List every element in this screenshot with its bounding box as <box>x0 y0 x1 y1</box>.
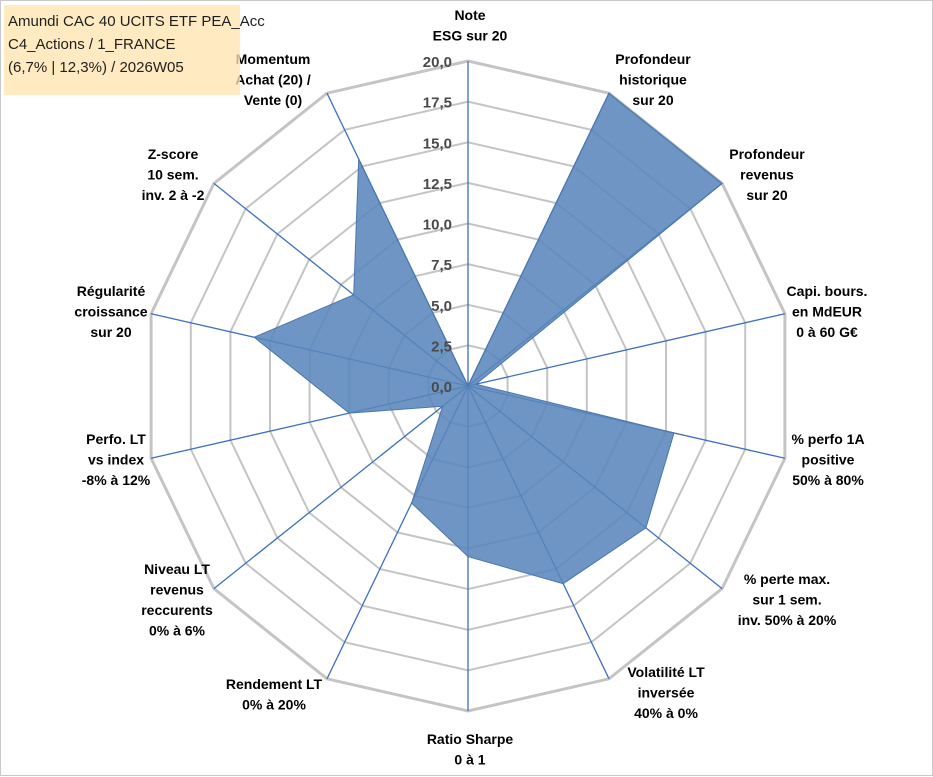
axis-label-5-line-2: inv. 50% à 20% <box>738 612 837 628</box>
axis-label-4-line-0: % perfo 1A <box>791 431 864 447</box>
axis-label-4: % perfo 1A positive 50% à 80% <box>791 431 864 488</box>
tick-label-8: 20,0 <box>423 54 452 71</box>
axis-label-3-line-2: 0 à 60 G€ <box>796 324 858 340</box>
tick-label-7: 17,5 <box>423 95 452 112</box>
axis-label-0: Note ESG sur 20 <box>433 7 508 44</box>
axis-label-6-line-2: 40% à 0% <box>634 705 698 721</box>
axis-label-5-line-1: sur 1 sem. <box>752 592 821 608</box>
axis-label-11-line-1: croissance <box>74 304 147 320</box>
axis-label-6-line-1: inversée <box>638 685 695 701</box>
axis-label-11-line-0: Régularité <box>77 283 146 299</box>
radar-series <box>254 93 722 584</box>
axis-label-9-line-3: 0% à 6% <box>149 623 206 639</box>
axis-label-10-line-0: Perfo. LT <box>86 431 146 447</box>
tick-label-5: 12,5 <box>423 176 452 193</box>
axis-label-1: Profondeur historique sur 20 <box>615 51 691 108</box>
axis-label-12: Z-score 10 sem. inv. 2 à -2 <box>142 146 205 203</box>
axis-label-7-line-0: Ratio Sharpe <box>427 731 514 747</box>
axis-label-9-line-0: Niveau LT <box>144 561 210 577</box>
axis-label-5: % perte max. sur 1 sem. inv. 50% à 20% <box>738 571 837 628</box>
axis-label-12-line-0: Z-score <box>148 146 199 162</box>
chart-title-box: Amundi CAC 40 UCITS ETF PEA_Acc C4_Actio… <box>4 5 240 95</box>
axis-label-4-line-2: 50% à 80% <box>792 472 864 488</box>
axis-label-4-line-1: positive <box>802 452 855 468</box>
axis-label-11-line-2: sur 20 <box>90 324 131 340</box>
axis-label-7: Ratio Sharpe 0 à 1 <box>427 731 514 768</box>
axis-label-0-line-0: Note <box>454 7 485 23</box>
axis-label-12-line-2: inv. 2 à -2 <box>142 187 205 203</box>
tick-label-1: 2,5 <box>431 338 452 355</box>
axis-label-1-line-0: Profondeur <box>615 51 691 67</box>
axis-label-9-line-1: revenus <box>150 582 204 598</box>
axis-label-3: Capi. bours. en MdEUR 0 à 60 G€ <box>787 283 868 340</box>
axis-label-3-line-1: en MdEUR <box>792 304 862 320</box>
axis-label-2-line-0: Profondeur <box>729 146 805 162</box>
axis-label-3-line-0: Capi. bours. <box>787 283 868 299</box>
tick-label-2: 5,0 <box>431 298 452 315</box>
axis-label-7-line-1: 0 à 1 <box>454 752 485 768</box>
chart-title-line-1: Amundi CAC 40 UCITS ETF PEA_Acc <box>8 10 240 33</box>
axis-label-13: Momentum Achat (20) / Vente (0) <box>235 51 311 108</box>
axis-label-2-line-1: revenus <box>740 167 794 183</box>
axis-label-10-line-1: vs index <box>88 452 144 468</box>
axis-label-8: Rendement LT 0% à 20% <box>226 676 323 713</box>
axis-label-6: Volatilité LT inversée 40% à 0% <box>627 664 705 721</box>
axis-label-12-line-1: 10 sem. <box>147 167 198 183</box>
axis-label-10: Perfo. LT vs index -8% à 12% <box>82 431 151 488</box>
series-area-0 <box>254 93 722 584</box>
axis-label-6-line-0: Volatilité LT <box>627 664 705 680</box>
tick-label-6: 15,0 <box>423 135 452 152</box>
chart-title-line-2: C4_Actions / 1_FRANCE <box>8 33 240 56</box>
axis-label-13-line-1: Achat (20) / <box>235 72 311 88</box>
axis-label-8-line-1: 0% à 20% <box>242 697 306 713</box>
chart-title-line-3: (6,7% | 12,3%) / 2026W05 <box>8 56 240 79</box>
axis-label-0-line-1: ESG sur 20 <box>433 28 508 44</box>
tick-label-4: 10,0 <box>423 217 452 234</box>
axis-label-5-line-0: % perte max. <box>744 571 830 587</box>
axis-label-13-line-0: Momentum <box>236 51 311 67</box>
axis-label-9: Niveau LT revenus reccurents 0% à 6% <box>141 561 213 639</box>
axis-label-10-line-2: -8% à 12% <box>82 472 151 488</box>
axis-label-8-line-0: Rendement LT <box>226 676 323 692</box>
axis-label-2: Profondeur revenus sur 20 <box>729 146 805 203</box>
axis-label-1-line-1: historique <box>619 72 687 88</box>
axis-label-11: Régularité croissance sur 20 <box>74 283 147 340</box>
tick-label-3: 7,5 <box>431 257 452 274</box>
axis-label-2-line-2: sur 20 <box>746 187 787 203</box>
axis-label-9-line-2: reccurents <box>141 602 213 618</box>
axis-label-13-line-2: Vente (0) <box>244 92 302 108</box>
axis-label-1-line-2: sur 20 <box>632 92 673 108</box>
tick-label-0: 0,0 <box>431 379 452 396</box>
